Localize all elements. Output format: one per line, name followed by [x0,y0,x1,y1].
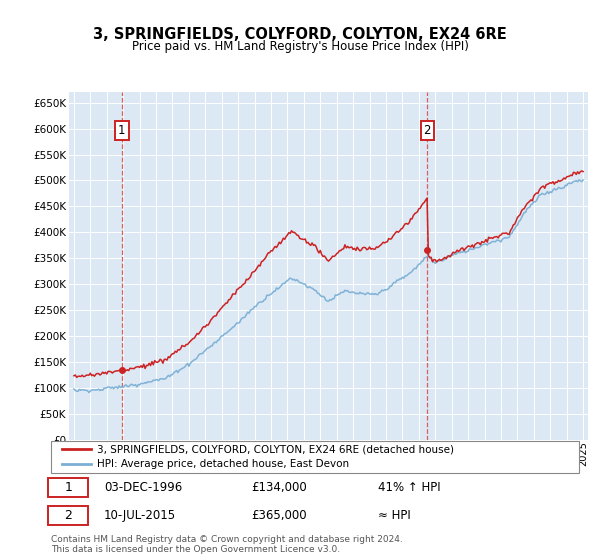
FancyBboxPatch shape [49,478,88,497]
Text: 1: 1 [118,124,125,137]
FancyBboxPatch shape [49,506,88,525]
Text: 2: 2 [424,124,431,137]
Text: 2: 2 [64,509,72,522]
Text: 1: 1 [64,480,72,493]
Text: 03-DEC-1996: 03-DEC-1996 [104,480,182,493]
Text: 10-JUL-2015: 10-JUL-2015 [104,509,176,522]
Text: 41% ↑ HPI: 41% ↑ HPI [379,480,441,493]
Text: £365,000: £365,000 [251,509,307,522]
Text: £134,000: £134,000 [251,480,307,493]
Text: HPI: Average price, detached house, East Devon: HPI: Average price, detached house, East… [97,459,350,469]
Text: Contains HM Land Registry data © Crown copyright and database right 2024.
This d: Contains HM Land Registry data © Crown c… [51,535,403,554]
Text: ≈ HPI: ≈ HPI [379,509,411,522]
FancyBboxPatch shape [51,441,579,473]
Text: 3, SPRINGFIELDS, COLYFORD, COLYTON, EX24 6RE: 3, SPRINGFIELDS, COLYFORD, COLYTON, EX24… [93,27,507,42]
Text: Price paid vs. HM Land Registry's House Price Index (HPI): Price paid vs. HM Land Registry's House … [131,40,469,53]
Text: 3, SPRINGFIELDS, COLYFORD, COLYTON, EX24 6RE (detached house): 3, SPRINGFIELDS, COLYFORD, COLYTON, EX24… [97,445,454,455]
